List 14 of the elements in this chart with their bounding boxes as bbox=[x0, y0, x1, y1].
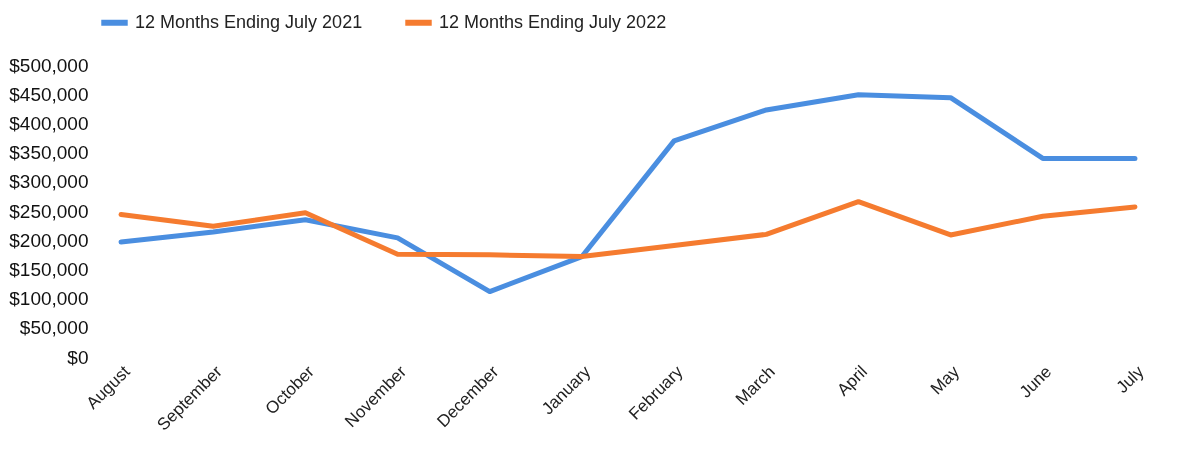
y-tick-label: $450,000 bbox=[9, 83, 89, 105]
y-tick-label: $300,000 bbox=[9, 171, 89, 193]
y-tick-label: $50,000 bbox=[19, 317, 89, 339]
legend-label: 12 Months Ending July 2021 bbox=[135, 11, 363, 32]
y-tick-label: $500,000 bbox=[9, 54, 89, 76]
y-tick-label: $200,000 bbox=[9, 229, 89, 251]
y-tick-label: $350,000 bbox=[9, 142, 89, 164]
y-tick-label: $100,000 bbox=[9, 288, 89, 310]
x-tick-label: July bbox=[1112, 361, 1148, 397]
y-tick-label: $150,000 bbox=[9, 258, 89, 280]
legend-label: 12 Months Ending July 2022 bbox=[439, 11, 667, 32]
y-tick-label: $250,000 bbox=[9, 200, 89, 222]
y-tick-label: $0 bbox=[67, 346, 89, 368]
y-tick-label: $400,000 bbox=[9, 112, 89, 134]
